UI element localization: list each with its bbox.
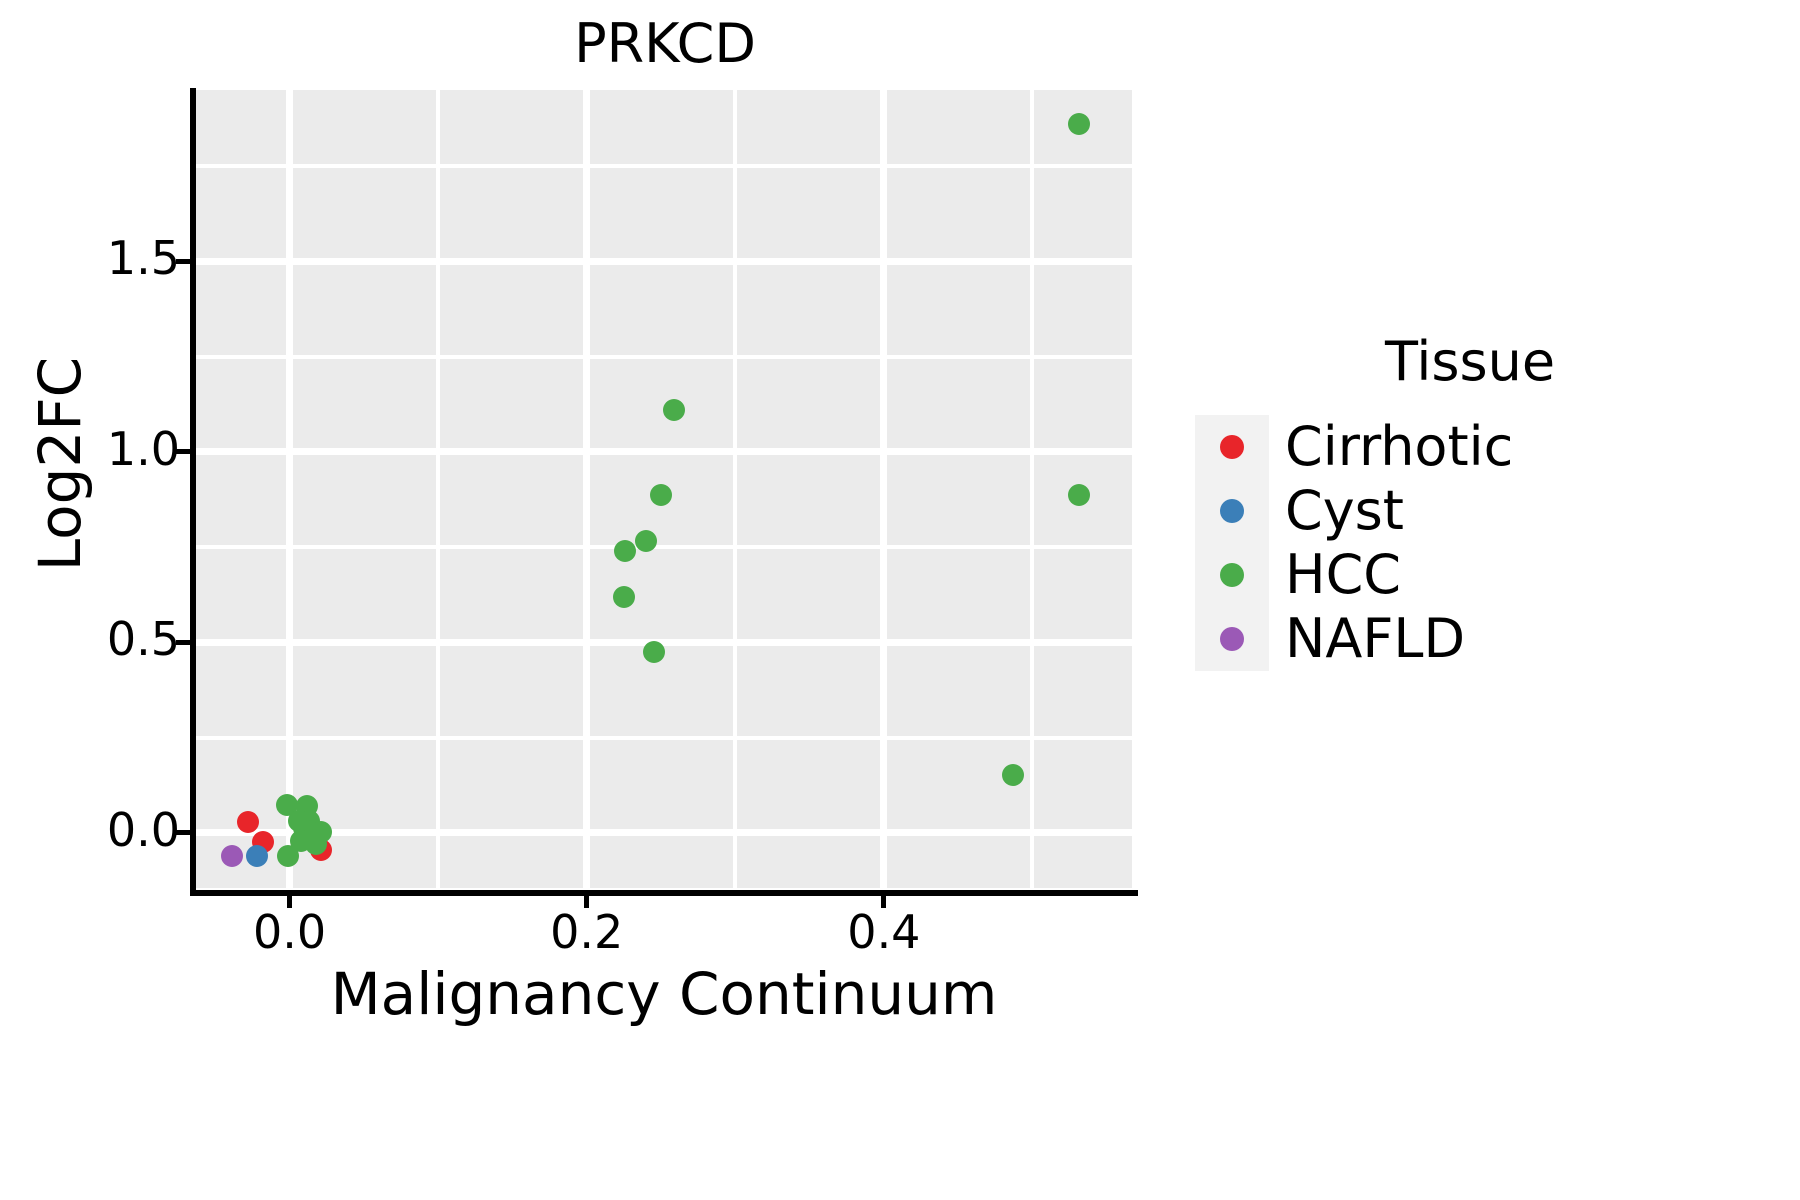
grid-line-horizontal-minor <box>196 545 1132 550</box>
legend-swatch-cirrhotic <box>1195 415 1269 479</box>
data-point <box>220 845 243 868</box>
x-axis-tick <box>584 892 590 908</box>
grid-line-horizontal-major <box>196 257 1132 265</box>
y-axis-line <box>190 88 196 896</box>
grid-line-vertical-minor <box>733 90 738 888</box>
grid-line-vertical-minor <box>1030 90 1035 888</box>
y-axis-tick-label: 0.5 <box>106 612 180 667</box>
chart-title: PRKCD <box>574 12 756 75</box>
y-axis-tick <box>176 639 192 645</box>
data-point <box>663 399 686 422</box>
data-point <box>1067 112 1090 135</box>
legend-label: HCC <box>1285 543 1402 606</box>
data-point <box>309 821 332 843</box>
legend-dot-icon <box>1220 435 1244 459</box>
data-point <box>635 529 658 552</box>
legend-dot-icon <box>1220 499 1244 523</box>
legend-item-cyst[interactable]: Cyst <box>1195 479 1755 543</box>
grid-line-vertical-major <box>880 90 888 888</box>
data-point <box>237 811 259 834</box>
grid-line-horizontal-major <box>196 448 1132 456</box>
data-point <box>642 641 665 664</box>
grid-line-horizontal-major <box>196 638 1132 646</box>
grid-line-vertical-major <box>583 90 591 888</box>
x-axis-tick-label: 0.2 <box>550 905 624 959</box>
grid-line-vertical-major <box>286 90 294 888</box>
y-axis-tick-label: 1.0 <box>106 421 180 476</box>
x-axis-tick <box>881 892 887 908</box>
legend-item-hcc[interactable]: HCC <box>1195 543 1755 607</box>
legend-label: Cirrhotic <box>1285 415 1514 478</box>
legend-item-nafld[interactable]: NAFLD <box>1195 607 1755 671</box>
plot-panel <box>196 90 1132 888</box>
y-axis-tick <box>176 830 192 836</box>
legend-item-cirrhotic[interactable]: Cirrhotic <box>1195 415 1755 479</box>
data-point <box>287 810 310 833</box>
data-point <box>650 484 673 507</box>
grid-line-horizontal-minor <box>196 354 1132 359</box>
grid-line-horizontal-major <box>196 829 1132 837</box>
legend: Tissue Cirrhotic Cyst HCC NAFLD <box>1195 330 1755 671</box>
x-axis-tick-label: 0.4 <box>847 905 921 959</box>
x-axis-tick <box>287 892 293 908</box>
x-axis-tick-label: 0.0 <box>253 905 327 959</box>
grid-line-horizontal-minor <box>196 164 1132 169</box>
data-point <box>1067 483 1090 506</box>
data-point <box>614 539 637 562</box>
legend-swatch-hcc <box>1195 543 1269 607</box>
data-point <box>245 845 268 868</box>
data-point <box>1002 764 1025 787</box>
legend-entries: Cirrhotic Cyst HCC NAFLD <box>1195 415 1755 671</box>
legend-label: NAFLD <box>1285 607 1466 670</box>
x-axis-line <box>190 890 1138 896</box>
legend-dot-icon <box>1220 627 1244 651</box>
y-axis-tick-label: 1.5 <box>106 231 180 286</box>
y-axis-title: Log2FC <box>26 356 94 572</box>
y-axis-tick-label: 0.0 <box>106 802 180 857</box>
grid-line-horizontal-minor <box>196 735 1132 740</box>
y-axis-tick <box>176 449 192 455</box>
legend-swatch-cyst <box>1195 479 1269 543</box>
legend-swatch-nafld <box>1195 607 1269 671</box>
legend-dot-icon <box>1220 563 1244 587</box>
legend-label: Cyst <box>1285 479 1404 542</box>
y-axis-tick <box>176 258 192 264</box>
data-point <box>275 793 298 816</box>
data-point <box>277 845 300 868</box>
data-point <box>612 585 635 608</box>
x-axis-title: Malignancy Continuum <box>330 960 998 1028</box>
grid-line-vertical-minor <box>436 90 441 888</box>
legend-title: Tissue <box>1385 330 1556 393</box>
